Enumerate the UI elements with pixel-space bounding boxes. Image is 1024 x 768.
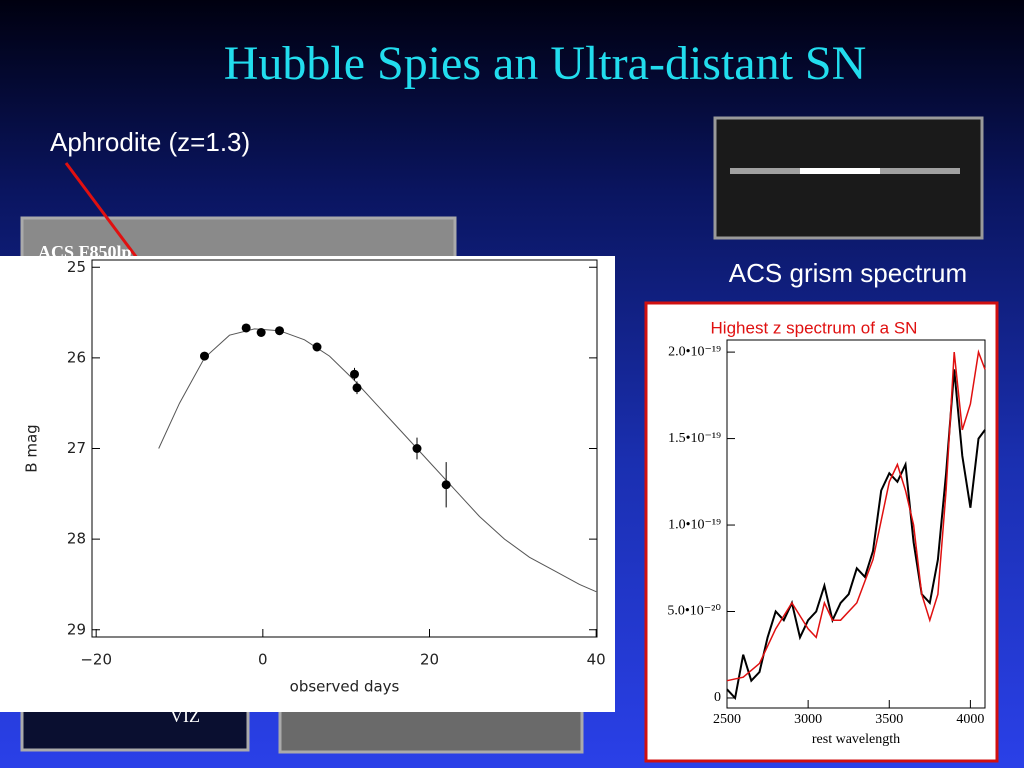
grism-image [713,116,984,240]
x-tick-label: 20 [420,651,439,669]
data-point [312,342,322,352]
spectrum-chart: 2500 3000 3500 4000 0 5.0•10⁻²⁰ 1.0•10⁻¹⁹ 1.5•1… [667,339,986,747]
spectrum-note: Highest z spectrum of a SN [711,318,918,337]
spectrum-line [726,349,986,682]
y-tick-label: 26 [67,348,86,366]
grism-label: ACS grism spectrum [729,258,967,288]
data-point [350,369,359,379]
y-tick-label: 1.5•10⁻¹⁹ [668,431,721,446]
plot-frame [726,339,986,709]
x-tick-label: 3000 [794,712,822,727]
spectrum-panel [644,301,999,763]
data-point [275,326,284,336]
slide-title: Hubble Spies an Ultra-distant SN [224,37,867,90]
x-tick-label: 0 [258,651,268,669]
data-point [256,328,266,337]
data-point [412,444,422,453]
y-tick-label: 27 [67,439,86,457]
data-point [441,480,451,490]
spectrum-line [726,369,986,701]
x-tick-label: 40 [587,651,606,669]
data-point [352,383,362,393]
y-tick-label: 28 [67,530,86,548]
x-axis-label: rest wavelength [812,732,900,747]
x-tick-label: 2500 [713,712,741,727]
y-tick-label: 0 [714,690,721,705]
lightcurve-panel [0,256,615,712]
y-tick-label: 25 [67,258,86,276]
pointer-arrow [64,162,142,263]
grism-trace [800,168,880,174]
x-axis-label: observed days [290,678,400,696]
y-tick-label: 1.0•10⁻¹⁹ [668,517,721,532]
x-tick-label: 3500 [875,712,903,727]
fit-curve [158,328,597,593]
data-point [200,351,209,361]
y-axis-label: B mag [23,424,41,472]
lightcurve-chart: −20 0 20 40 25 26 27 28 29 observed days B mag [23,258,606,696]
y-tick-label: 29 [67,620,86,638]
y-tick-label: 2.0•10⁻¹⁹ [668,344,721,359]
data-point [241,323,251,333]
x-tick-label: −20 [80,651,112,669]
x-tick-label: 4000 [956,712,984,727]
target-label: Aphrodite (z=1.3) [50,127,250,157]
y-tick-label: 5.0•10⁻²⁰ [667,604,721,619]
